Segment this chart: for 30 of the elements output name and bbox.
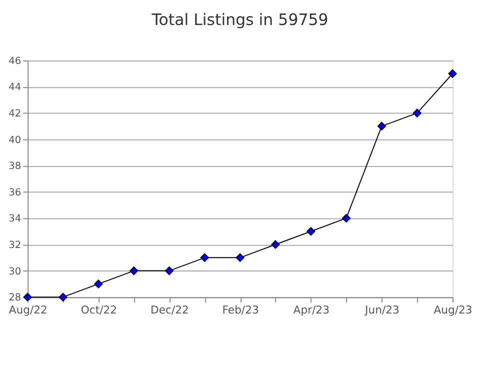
x-tick-label: Aug/22 [8,303,48,316]
point [448,69,457,78]
point [306,227,316,236]
point [377,122,386,131]
x-tick-label: Feb/23 [222,303,259,316]
point [271,240,280,249]
y-tick-label: 44 [8,82,22,94]
x-tick-label: Jun/23 [364,303,400,316]
y-tick-label: 36 [8,187,22,198]
chart-title: Total Listings in 59759 [150,10,328,29]
point [236,253,244,262]
x-tick-label: Oct/22 [80,303,117,316]
y-tick-label: 38 [8,161,22,172]
point [342,214,351,223]
x-tick-label: Aug/23 [434,303,472,316]
point [164,266,174,276]
point [200,253,209,262]
y-tick-label: 28 [8,292,22,304]
y-tick-label: 32 [8,240,22,251]
point [58,292,68,302]
y-tick-label: 40 [8,134,22,146]
y-tick-label: 42 [8,108,22,120]
point [130,266,138,276]
point [94,280,103,288]
point [412,108,422,118]
x-tick-label: Apr/23 [293,303,330,316]
x-tick-label: Dec/22 [150,303,189,316]
y-tick-label: 46 [8,56,22,67]
y-tick-label: 34 [8,214,22,225]
y-tick-label: 30 [8,266,22,278]
